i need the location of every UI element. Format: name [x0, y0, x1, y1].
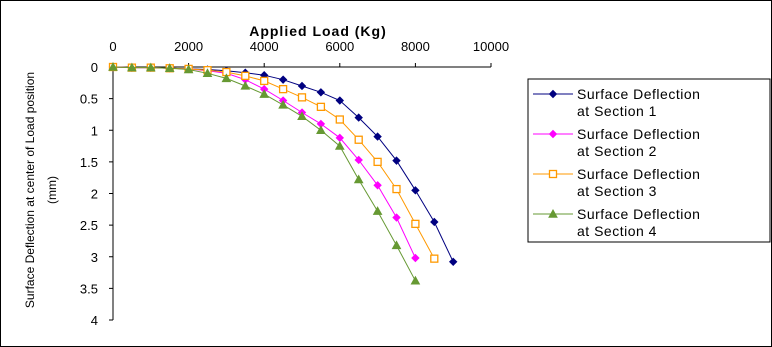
series-line	[112, 66, 435, 259]
data-point	[164, 63, 175, 72]
data-point	[411, 219, 420, 229]
data-point	[548, 208, 558, 218]
x-tick-label: 6000	[325, 39, 354, 54]
data-point	[316, 125, 326, 134]
data-point	[430, 254, 439, 263]
data-point	[411, 253, 420, 263]
data-point	[183, 64, 194, 74]
data-point	[278, 99, 288, 109]
data-point	[316, 88, 326, 97]
data-point	[354, 155, 363, 165]
data-point	[392, 184, 401, 194]
data-point	[108, 61, 118, 71]
data-point	[373, 157, 382, 167]
y-tick-label: 1.5	[80, 155, 98, 170]
y-tick-label: 0.5	[80, 92, 98, 107]
data-point	[335, 115, 344, 124]
legend-label: Surface Deflection	[577, 206, 700, 222]
data-point	[430, 217, 439, 227]
series-3	[108, 62, 439, 263]
series-line	[112, 66, 454, 263]
chart-title: Applied Load (Kg)	[249, 23, 387, 39]
data-point	[410, 275, 421, 285]
data-point	[373, 132, 382, 141]
y-axis-unit: (mm)	[45, 176, 59, 204]
data-point	[372, 206, 383, 215]
data-point	[354, 113, 363, 122]
axes: 0 2000 4000 6000 8000 10000 0 0.5 1 1.5 2 2.5 3 3.5 4	[80, 39, 509, 328]
data-point	[353, 174, 364, 184]
x-tick-label: 4000	[250, 39, 279, 54]
data-point	[448, 257, 458, 267]
legend-label: at Section 4	[577, 223, 657, 239]
legend-label: at Section 1	[577, 103, 657, 119]
x-tick-label: 2000	[174, 39, 203, 54]
data-point	[548, 129, 558, 139]
y-tick-label: 0	[91, 60, 98, 75]
legend-label: Surface Deflection	[577, 86, 700, 102]
data-point	[260, 76, 269, 86]
legend-label: Surface Deflection	[577, 126, 700, 142]
data-point	[202, 68, 213, 78]
y-axis-label: Surface Deflection at center of Load pos…	[23, 72, 37, 308]
data-point	[334, 141, 345, 150]
data-point	[278, 75, 288, 84]
data-point	[241, 71, 250, 81]
data-point	[392, 213, 401, 222]
data-point	[297, 81, 307, 91]
data-point	[392, 156, 401, 165]
data-point	[411, 186, 420, 195]
data-point	[278, 84, 288, 94]
data-point	[259, 89, 270, 98]
y-tick-label: 4	[91, 313, 98, 328]
y-tick-label: 2.5	[80, 218, 98, 233]
data-point	[548, 89, 558, 99]
data-point	[316, 102, 326, 111]
data-point	[335, 96, 345, 105]
y-tick-label: 2	[91, 187, 98, 202]
y-tick-label: 3	[91, 250, 98, 265]
legend-label: Surface Deflection	[577, 166, 700, 182]
data-point	[240, 80, 251, 90]
y-tick-label: 3.5	[80, 281, 98, 296]
data-point	[297, 111, 307, 121]
series-4	[108, 61, 421, 285]
data-point	[145, 62, 156, 72]
plot-area	[108, 61, 458, 285]
data-point	[391, 240, 402, 250]
legend-label: at Section 3	[577, 183, 657, 199]
x-tick-label: 0	[109, 39, 116, 54]
legend-box	[527, 78, 771, 243]
data-point	[297, 93, 307, 102]
x-tick-label: 10000	[473, 39, 509, 54]
data-point	[354, 135, 363, 144]
x-tick-label: 8000	[401, 39, 430, 54]
data-point	[373, 181, 382, 190]
y-tick-label: 1	[91, 123, 98, 138]
data-point	[221, 73, 232, 83]
series-line	[112, 66, 416, 282]
legend-label: at Section 2	[577, 143, 657, 159]
data-point	[548, 169, 558, 179]
data-point	[127, 62, 137, 72]
